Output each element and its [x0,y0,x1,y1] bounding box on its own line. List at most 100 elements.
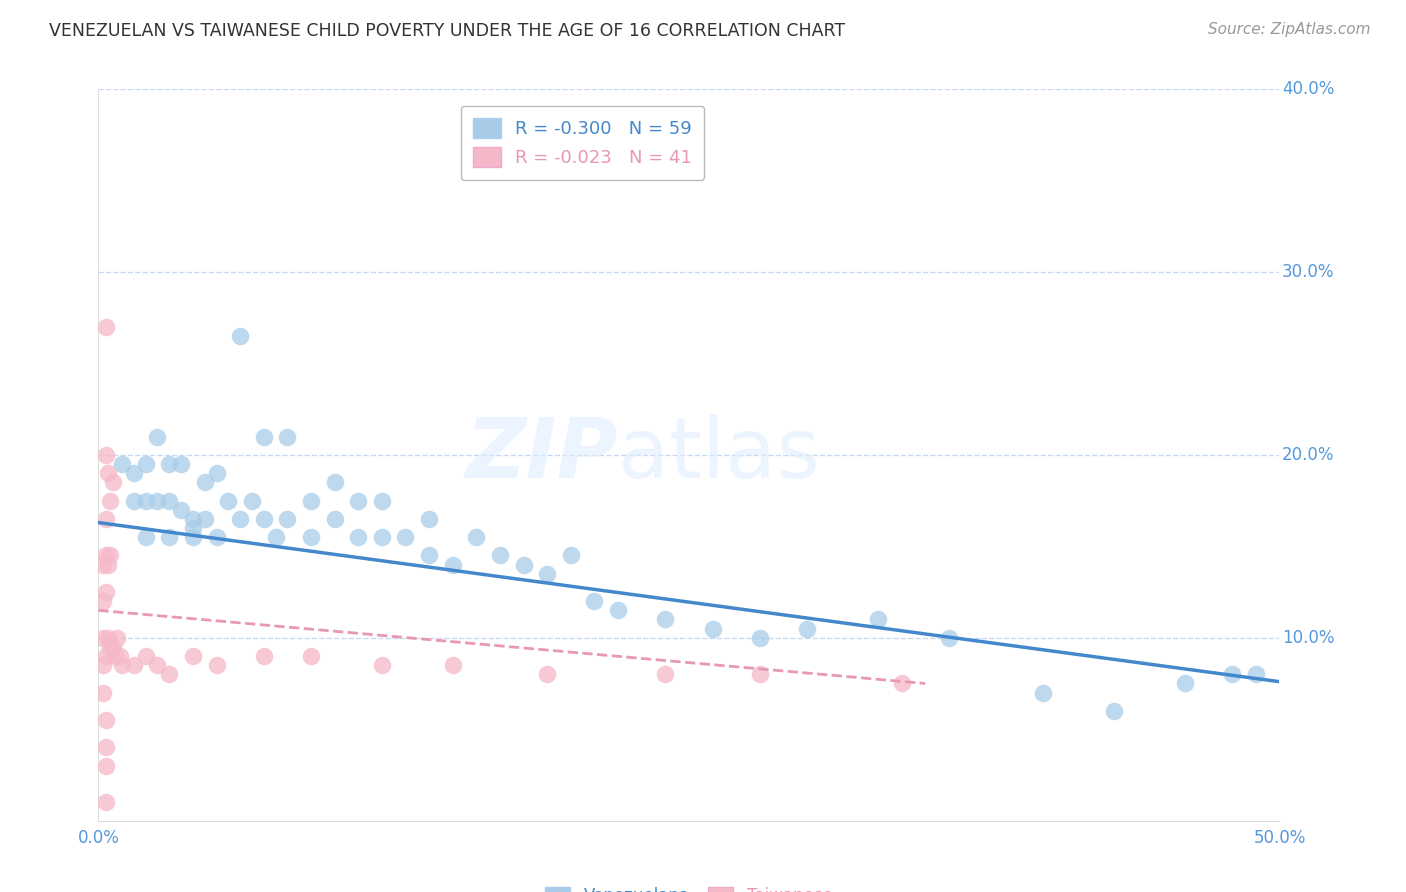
Point [108,649,131,664]
Point [91,631,114,645]
Point [299,649,322,664]
Point [91,594,114,608]
Point [1244,667,1267,681]
Text: 40.0%: 40.0% [1282,80,1334,98]
Legend: Venezuelans, Taiwanese: Venezuelans, Taiwanese [538,880,839,892]
Point [323,475,346,490]
Point [94,796,117,810]
Point [702,622,724,636]
Point [194,475,217,490]
Text: 30.0%: 30.0% [1282,263,1334,281]
Point [441,558,464,572]
Point [157,667,180,681]
Point [98,493,121,508]
Text: 20.0%: 20.0% [1282,446,1334,464]
Point [194,512,217,526]
Point [536,667,558,681]
Point [135,649,157,664]
Point [583,594,606,608]
Point [938,631,960,645]
Point [146,430,169,444]
Point [181,530,204,544]
Point [104,649,127,664]
Point [560,549,582,563]
Point [122,658,145,673]
Point [94,512,117,526]
Point [94,740,117,755]
Point [1032,685,1054,699]
Point [205,466,228,480]
Point [796,622,818,636]
Point [418,549,440,563]
Point [91,558,114,572]
Point [347,493,370,508]
Text: 10.0%: 10.0% [1282,629,1334,647]
Point [217,493,239,508]
Point [489,549,512,563]
Point [866,613,889,627]
Point [157,493,180,508]
Point [654,613,676,627]
Text: ZIP: ZIP [465,415,619,495]
Point [299,530,322,544]
Point [157,530,180,544]
Point [371,658,394,673]
Point [111,658,134,673]
Point [276,512,298,526]
Point [94,549,117,563]
Point [253,649,276,664]
Point [394,530,416,544]
Point [371,493,394,508]
Point [181,512,204,526]
Point [98,549,121,563]
Point [181,649,204,664]
Point [748,667,770,681]
Point [105,631,128,645]
Point [323,512,346,526]
Point [890,676,912,690]
Point [253,512,276,526]
Text: Source: ZipAtlas.com: Source: ZipAtlas.com [1208,22,1371,37]
Point [94,585,117,599]
Point [97,466,120,480]
Point [94,713,117,727]
Point [536,566,558,581]
Text: atlas: atlas [619,415,820,495]
Point [101,475,124,490]
Point [441,658,464,673]
Point [91,685,114,699]
Point [91,658,114,673]
Point [276,430,298,444]
Point [94,448,117,462]
Point [205,530,228,544]
Point [135,530,157,544]
Point [253,430,276,444]
Point [1220,667,1243,681]
Point [135,493,157,508]
Point [98,640,121,654]
Point [1174,676,1197,690]
Point [654,667,676,681]
Point [122,493,145,508]
Point [418,512,440,526]
Point [371,530,394,544]
Point [94,758,117,772]
Point [607,603,630,617]
Point [135,457,157,471]
Point [1102,704,1125,718]
Point [170,502,193,516]
Point [146,658,169,673]
Point [146,493,169,508]
Point [94,649,117,664]
Point [97,631,120,645]
Point [101,640,124,654]
Point [229,512,252,526]
Point [347,530,370,544]
Point [157,457,180,471]
Point [229,329,252,343]
Point [512,558,534,572]
Point [299,493,322,508]
Point [240,493,263,508]
Point [122,466,145,480]
Point [748,631,770,645]
